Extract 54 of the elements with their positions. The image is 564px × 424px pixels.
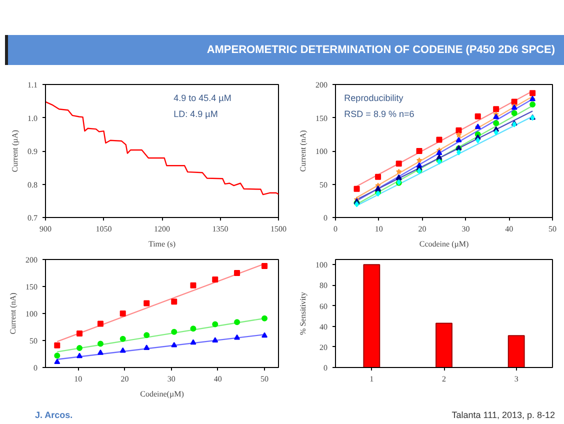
y-tick-label: 200 bbox=[26, 256, 38, 264]
y-tick-label: 100 bbox=[316, 260, 328, 270]
y-tick-label: 0 bbox=[324, 214, 328, 222]
y-tick-label: 20 bbox=[320, 342, 328, 352]
y-tick-label: 0.9 bbox=[28, 147, 38, 156]
x-tick-label: 0 bbox=[334, 224, 338, 234]
x-tick-label: 40 bbox=[505, 224, 514, 234]
y-tick-label: 150 bbox=[316, 114, 328, 123]
y-tick-label: 50 bbox=[30, 336, 38, 346]
y-tick-label: 60 bbox=[320, 302, 328, 311]
annotation: RSD = 8.9 % n=6 bbox=[344, 109, 414, 120]
x-axis-title: Codeine(µM) bbox=[140, 390, 184, 398]
annotation: 4.9 to 45.4 µM bbox=[174, 93, 232, 104]
x-tick-label: 30 bbox=[462, 224, 470, 234]
x-tick-label: 1500 bbox=[270, 224, 286, 234]
text: Talanta 111, 2013, p. 8-12 bbox=[452, 409, 555, 422]
y-tick-label: 150 bbox=[26, 282, 38, 292]
x-tick-label: 10 bbox=[74, 374, 82, 384]
text: AMPEROMETRIC DETERMINATION OF CODEINE (P450 2D6 SPCE) bbox=[5, 35, 564, 65]
x-axis-title: Time (s) bbox=[148, 240, 176, 248]
x-tick-label: 1 bbox=[370, 374, 374, 384]
x-tick-label: 1050 bbox=[96, 224, 112, 234]
x-tick-label: 3 bbox=[514, 374, 518, 384]
annotation: LD: 4.9 µM bbox=[174, 109, 218, 120]
y-tick-label: 100 bbox=[316, 147, 328, 156]
y-tick-label: 50 bbox=[320, 180, 328, 190]
x-tick-label: 20 bbox=[120, 374, 129, 384]
y-axis-title: Current (µA) bbox=[10, 130, 20, 172]
y-axis-title: % Sensitivity bbox=[298, 292, 308, 335]
x-tick-label: 900 bbox=[40, 224, 52, 234]
text: J. Arcos. bbox=[34, 409, 73, 422]
annotation: Reproducibility bbox=[344, 93, 404, 104]
y-tick-label: 0 bbox=[324, 364, 328, 372]
x-tick-label: 20 bbox=[418, 224, 426, 234]
x-tick-label: 2 bbox=[442, 374, 446, 384]
x-tick-label: 50 bbox=[260, 374, 269, 384]
y-tick-label: 0 bbox=[34, 364, 38, 372]
y-tick-label: 1.0 bbox=[28, 114, 38, 123]
x-tick-label: 40 bbox=[214, 374, 222, 384]
y-tick-label: 100 bbox=[26, 310, 38, 318]
y-tick-label: 1.1 bbox=[28, 80, 38, 90]
y-tick-label: 0.7 bbox=[28, 214, 38, 222]
x-tick-label: 10 bbox=[374, 224, 383, 234]
x-tick-label: 1350 bbox=[212, 224, 228, 234]
y-tick-label: 0.8 bbox=[28, 180, 38, 190]
y-tick-label: 40 bbox=[320, 322, 328, 332]
x-tick-label: 1200 bbox=[154, 224, 170, 234]
x-tick-label: 30 bbox=[167, 374, 176, 384]
y-axis-title: Current (nA) bbox=[8, 292, 18, 334]
y-tick-label: 80 bbox=[320, 281, 328, 290]
x-tick-label: 50 bbox=[548, 224, 556, 234]
y-axis-title: Current (nA) bbox=[298, 130, 308, 172]
x-axis-title: Ccodeine (µM) bbox=[419, 240, 469, 248]
y-tick-label: 200 bbox=[316, 80, 328, 90]
